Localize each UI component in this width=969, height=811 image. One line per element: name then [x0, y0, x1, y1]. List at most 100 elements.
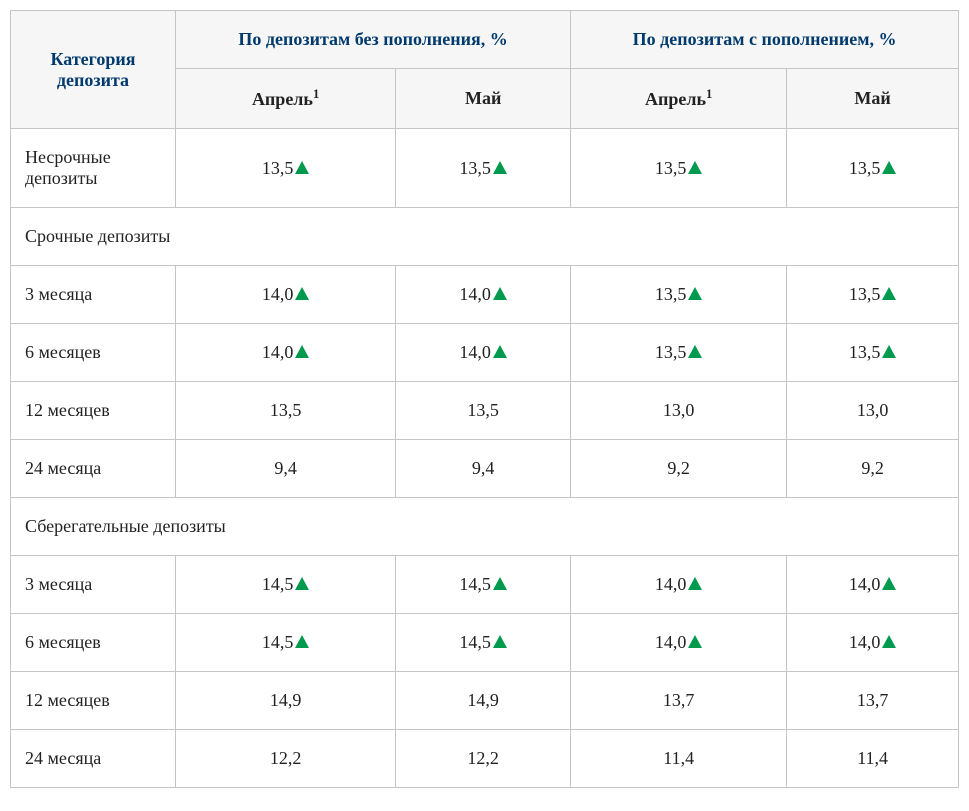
section-label: Сберегательные депозиты — [25, 516, 226, 536]
category-header: Категория депозита — [11, 11, 176, 129]
group-header-2: По депозитам с пополнением, % — [571, 11, 959, 69]
value-cell: 13,5 — [787, 266, 959, 324]
up-arrow-icon — [882, 577, 896, 590]
value-text: 13,0 — [857, 400, 889, 420]
table-row: Сберегательные депозиты — [11, 498, 959, 556]
month-sup: 1 — [313, 87, 319, 101]
value-cell: 13,5 — [787, 324, 959, 382]
value-text: 14,0 — [262, 284, 294, 304]
up-arrow-icon — [295, 577, 309, 590]
value-cell: 13,5 — [571, 324, 787, 382]
value-text: 13,7 — [857, 690, 889, 710]
value-text: 14,9 — [270, 690, 302, 710]
value-cell: 14,5 — [176, 614, 396, 672]
value-cell: 14,0 — [571, 614, 787, 672]
up-arrow-icon — [493, 345, 507, 358]
month-label: Май — [465, 88, 501, 108]
row-label-text: Несрочные депозиты — [25, 147, 111, 188]
month-label: Апрель — [252, 89, 313, 109]
table-row: 24 месяца 12,2 12,2 11,4 11,4 — [11, 730, 959, 788]
value-cell: 14,0 — [396, 324, 571, 382]
value-text: 14,0 — [262, 342, 294, 362]
table-row: 12 месяцев13,513,513,013,0 — [11, 382, 959, 440]
up-arrow-icon — [493, 287, 507, 300]
month-sup: 1 — [706, 87, 712, 101]
up-arrow-icon — [295, 161, 309, 174]
row-label-text: 12 месяцев — [25, 690, 110, 710]
row-label: 12 месяцев — [11, 672, 176, 730]
value-text: 13,5 — [270, 400, 302, 420]
value-cell: 14,5 — [396, 556, 571, 614]
value-cell: 14,0 — [396, 266, 571, 324]
up-arrow-icon — [882, 345, 896, 358]
category-header-text: Категория депозита — [50, 49, 135, 90]
row-label-text: 24 месяца — [25, 748, 101, 768]
deposit-rates-table: Категория депозита По депозитам без попо… — [10, 10, 959, 788]
up-arrow-icon — [688, 345, 702, 358]
value-cell: 13,5 — [787, 129, 959, 208]
value-cell: 14,9 — [176, 672, 396, 730]
up-arrow-icon — [493, 161, 507, 174]
table-row: 3 месяца14,014,013,513,5 — [11, 266, 959, 324]
value-text: 14,0 — [655, 632, 687, 652]
value-cell: 13,7 — [787, 672, 959, 730]
value-cell: 13,5 — [176, 382, 396, 440]
value-text: 13,5 — [655, 158, 687, 178]
row-label: 6 месяцев — [11, 614, 176, 672]
up-arrow-icon — [295, 287, 309, 300]
row-label-text: 6 месяцев — [25, 632, 101, 652]
row-label-text: 6 месяцев — [25, 342, 101, 362]
row-label-text: 24 месяца — [25, 458, 101, 478]
value-cell: 12,2 — [176, 730, 396, 788]
value-text: 14,5 — [262, 574, 294, 594]
up-arrow-icon — [882, 287, 896, 300]
value-cell: 14,0 — [571, 556, 787, 614]
value-cell: 14,0 — [787, 614, 959, 672]
value-cell: 9,2 — [787, 440, 959, 498]
table-row: 12 месяцев 14,9 14,9 13,7 13,7 — [11, 672, 959, 730]
value-text: 14,9 — [467, 690, 499, 710]
value-cell: 9,4 — [396, 440, 571, 498]
table-row: 6 месяцев 14,5 14,5 14,0 14,0 — [11, 614, 959, 672]
group-header-1-text: По депозитам без пополнения, % — [238, 29, 507, 49]
section-header: Сберегательные депозиты — [11, 498, 959, 556]
value-text: 11,4 — [857, 748, 888, 768]
value-cell: 13,5 — [396, 382, 571, 440]
value-text: 13,0 — [663, 400, 695, 420]
row-label: 3 месяца — [11, 556, 176, 614]
value-cell: 13,0 — [571, 382, 787, 440]
value-text: 12,2 — [270, 748, 302, 768]
month-label: Май — [854, 88, 890, 108]
up-arrow-icon — [295, 345, 309, 358]
value-cell: 14,0 — [176, 266, 396, 324]
value-text: 9,2 — [667, 458, 690, 478]
value-cell: 14,5 — [176, 556, 396, 614]
value-text: 14,0 — [655, 574, 687, 594]
table-row: 3 месяца 14,5 14,5 14,0 14,0 — [11, 556, 959, 614]
up-arrow-icon — [493, 635, 507, 648]
month-header-g1-2: Май — [396, 69, 571, 129]
up-arrow-icon — [688, 287, 702, 300]
table-row: 24 месяца 9,4 9,4 9,2 9,2 — [11, 440, 959, 498]
value-cell: 14,0 — [787, 556, 959, 614]
value-text: 13,5 — [849, 158, 881, 178]
section-label: Срочные депозиты — [25, 226, 170, 246]
up-arrow-icon — [688, 577, 702, 590]
value-text: 9,4 — [472, 458, 495, 478]
value-text: 14,5 — [459, 632, 491, 652]
value-cell: 14,5 — [396, 614, 571, 672]
value-cell: 9,4 — [176, 440, 396, 498]
group-header-2-text: По депозитам с пополнением, % — [633, 29, 897, 49]
value-text: 13,7 — [663, 690, 695, 710]
value-cell: 11,4 — [571, 730, 787, 788]
value-text: 13,5 — [849, 284, 881, 304]
table-row: 6 месяцев14,014,013,513,5 — [11, 324, 959, 382]
row-label: Несрочные депозиты — [11, 129, 176, 208]
value-cell: 9,2 — [571, 440, 787, 498]
up-arrow-icon — [882, 161, 896, 174]
value-text: 13,5 — [262, 158, 294, 178]
value-cell: 13,7 — [571, 672, 787, 730]
month-label: Апрель — [645, 89, 706, 109]
value-text: 12,2 — [467, 748, 499, 768]
group-header-1: По депозитам без пополнения, % — [176, 11, 571, 69]
